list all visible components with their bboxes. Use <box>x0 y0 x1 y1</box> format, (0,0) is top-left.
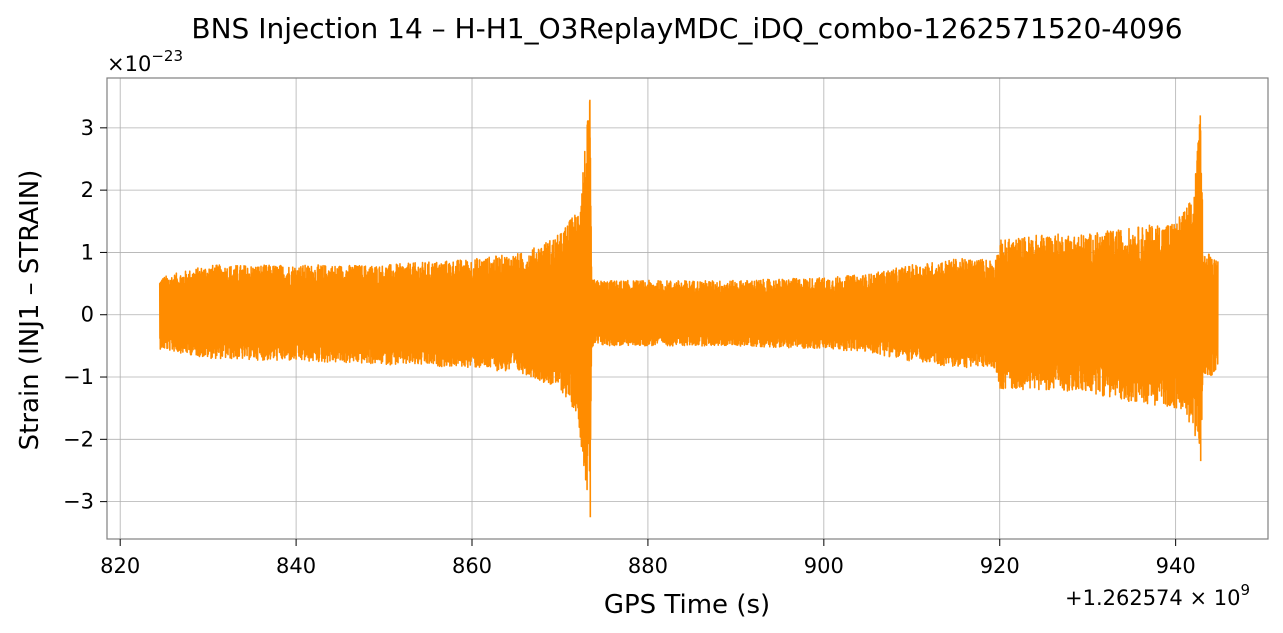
y-tick-label: 2 <box>81 178 94 202</box>
plot-area <box>158 99 1219 518</box>
y-axis: −3 −2 −1 0 1 2 3 <box>63 116 107 514</box>
x-tick-label: 840 <box>276 554 316 578</box>
x-tick-label: 860 <box>452 554 492 578</box>
y-tick-label: −1 <box>63 365 94 389</box>
y-tick-label: 1 <box>81 240 94 264</box>
x-axis-label: GPS Time (s) <box>604 590 770 620</box>
y-tick-label: 3 <box>81 116 94 140</box>
y-scale-multiplier: ×10−23 <box>107 47 183 76</box>
x-tick-label: 820 <box>100 554 140 578</box>
x-tick-label: 880 <box>628 554 668 578</box>
x-axis: 820 840 860 880 900 920 940 <box>100 539 1196 578</box>
y-axis-label: Strain (INJ1 – STRAIN) <box>15 170 45 451</box>
x-tick-label: 920 <box>980 554 1020 578</box>
y-tick-label: 0 <box>81 303 94 327</box>
y-tick-label: −2 <box>63 427 94 451</box>
axes-frame <box>106 77 1269 540</box>
x-tick-label: 940 <box>1156 554 1196 578</box>
chart-title: BNS Injection 14 – H-H1_O3ReplayMDC_iDQ_… <box>191 12 1182 45</box>
x-tick-label: 900 <box>804 554 844 578</box>
y-tick-label: −3 <box>63 490 94 514</box>
x-offset-label: +1.262574 × 109 <box>1065 581 1250 610</box>
strain-series-line <box>158 99 1219 518</box>
